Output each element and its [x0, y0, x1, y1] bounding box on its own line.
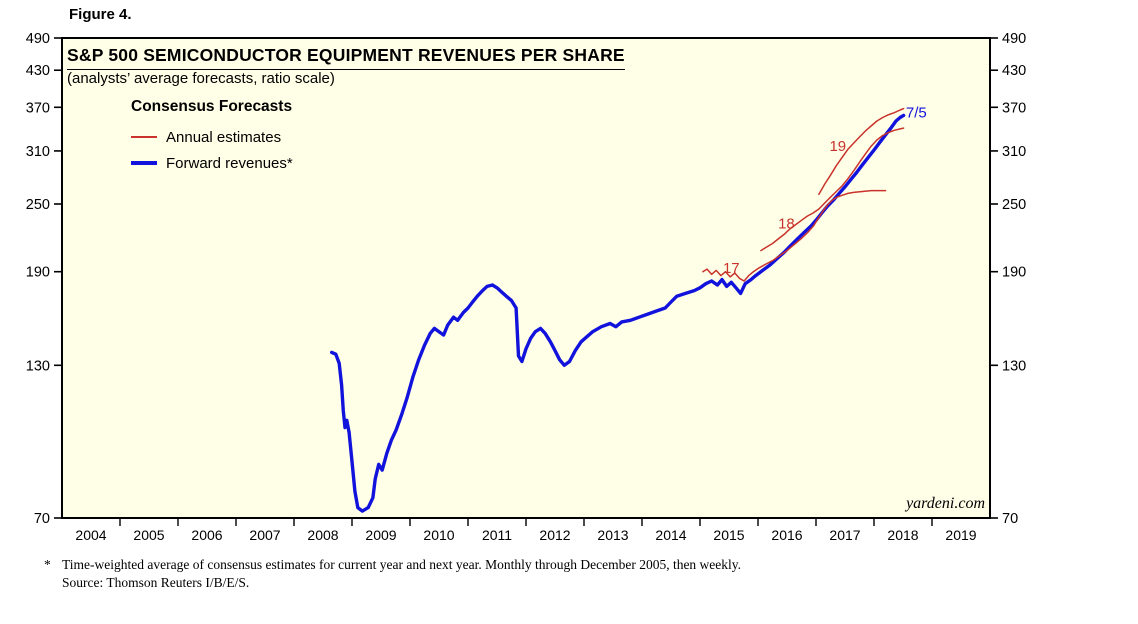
legend: Consensus Forecasts Annual estimates For… — [131, 98, 293, 176]
plot-area — [62, 38, 990, 518]
x-axis-label: 2006 — [191, 527, 222, 543]
legend-item-annual-estimates: Annual estimates — [131, 124, 293, 150]
y-axis-label-right: 310 — [1002, 144, 1026, 160]
y-axis-label-left: 70 — [34, 511, 50, 527]
legend-item-forward-revenues: Forward revenues* — [131, 150, 293, 176]
annotation-17: 17 — [723, 260, 740, 277]
x-axis-label: 2007 — [249, 527, 280, 543]
x-axis-label: 2018 — [887, 527, 918, 543]
x-axis-label: 2008 — [307, 527, 338, 543]
x-axis-label: 2004 — [75, 527, 106, 543]
x-axis-label: 2013 — [597, 527, 628, 543]
y-axis-label-right: 250 — [1002, 197, 1026, 213]
annual-estimate-2019-line — [818, 107, 905, 196]
y-axis-label-left: 310 — [26, 144, 50, 160]
figure-label: Figure 4. — [69, 6, 132, 23]
chart-title: S&P 500 SEMICONDUCTOR EQUIPMENT REVENUES… — [67, 45, 625, 70]
y-axis-label-right: 370 — [1002, 100, 1026, 116]
watermark: yardeni.com — [906, 495, 985, 512]
y-axis-label-right: 70 — [1002, 511, 1018, 527]
legend-title: Consensus Forecasts — [131, 98, 293, 115]
footnote-text: Time-weighted average of consensus estim… — [62, 557, 742, 572]
x-axis-label: 2011 — [482, 527, 512, 543]
forward-revenues-line — [330, 113, 906, 513]
y-axis-label-right: 430 — [1002, 63, 1026, 79]
y-axis-label-left: 190 — [26, 265, 50, 281]
y-axis-label-right: 490 — [1002, 31, 1026, 47]
chart-frame — [61, 37, 991, 519]
y-axis-label-left: 370 — [26, 100, 50, 116]
y-axis-label-left: 130 — [26, 358, 50, 374]
x-axis-label: 2009 — [365, 527, 396, 543]
legend-label-annual-estimates: Annual estimates — [166, 128, 282, 146]
x-axis-label: 2012 — [539, 527, 570, 543]
footnote: * Time-weighted average of consensus est… — [44, 557, 741, 593]
y-axis-label-left: 430 — [26, 63, 50, 79]
x-axis-label: 2010 — [423, 527, 454, 543]
y-axis-label-right: 130 — [1002, 358, 1026, 374]
x-axis-label: 2005 — [133, 527, 164, 543]
annotation-19: 19 — [829, 138, 846, 155]
footnote-marker: * — [44, 557, 51, 572]
x-axis-label: 2014 — [655, 527, 686, 543]
annual-estimate-2018-line — [760, 127, 905, 252]
footnote-text-block: Time-weighted average of consensus estim… — [62, 557, 741, 593]
chart-subtitle: (analysts’ average forecasts, ratio scal… — [67, 70, 335, 87]
x-axis-label: 2016 — [771, 527, 802, 543]
legend-label-forward-revenues: Forward revenues* — [166, 154, 293, 172]
annual-estimate-2017-line — [702, 189, 887, 282]
x-axis-label: 2015 — [713, 527, 744, 543]
annotation-18: 18 — [778, 215, 795, 232]
forward-revenues-line-swatch — [131, 161, 157, 165]
x-axis-label: 2019 — [945, 527, 976, 543]
annual-estimates-line-swatch — [131, 136, 157, 138]
y-axis-label-left: 490 — [26, 31, 50, 47]
footnote-source: Source: Thomson Reuters I/B/E/S. — [62, 575, 250, 590]
y-axis-label-left: 250 — [26, 197, 50, 213]
y-axis-label-right: 190 — [1002, 265, 1026, 281]
x-axis-label: 2017 — [829, 527, 860, 543]
annotation-7-5: 7/5 — [906, 105, 927, 122]
